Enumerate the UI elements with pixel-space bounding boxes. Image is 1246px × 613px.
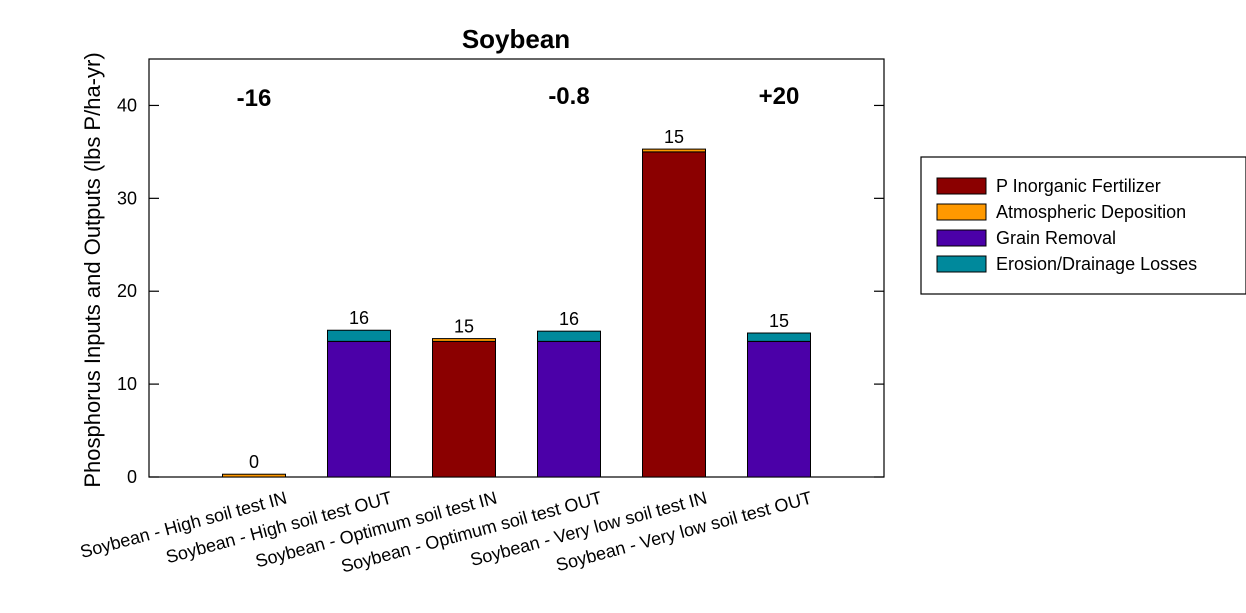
data-label: 15 bbox=[769, 311, 789, 331]
data-label: 0 bbox=[249, 452, 259, 472]
y-tick-label: 40 bbox=[117, 95, 137, 115]
y-axis-label: Phosphorus Inputs and Outputs (lbs P/ha-… bbox=[80, 52, 105, 487]
bar-segment bbox=[643, 152, 706, 477]
bar-segment bbox=[538, 341, 601, 477]
data-label: 16 bbox=[349, 308, 369, 328]
legend-swatch bbox=[937, 204, 986, 220]
legend-label: Erosion/Drainage Losses bbox=[996, 254, 1197, 274]
legend-label: Grain Removal bbox=[996, 228, 1116, 248]
bar-segment bbox=[223, 474, 286, 477]
bar-segment bbox=[643, 149, 706, 152]
legend-label: Atmospheric Deposition bbox=[996, 202, 1186, 222]
bars bbox=[223, 149, 811, 477]
chart-title: Soybean bbox=[462, 24, 570, 54]
legend-label: P Inorganic Fertilizer bbox=[996, 176, 1161, 196]
bar-segment bbox=[433, 339, 496, 342]
balance-label: -16 bbox=[237, 85, 272, 112]
data-label: 15 bbox=[664, 127, 684, 147]
data-label: 16 bbox=[559, 309, 579, 329]
bar-segment bbox=[328, 330, 391, 341]
balance-annotations: -16 -0.8 +20 bbox=[237, 83, 800, 112]
bar-segment bbox=[538, 331, 601, 341]
legend-swatch bbox=[937, 230, 986, 246]
balance-label: -0.8 bbox=[548, 83, 589, 110]
legend-swatch bbox=[937, 178, 986, 194]
y-tick-label: 30 bbox=[117, 188, 137, 208]
legend-swatch bbox=[937, 256, 986, 272]
legend: P Inorganic Fertilizer Atmospheric Deposi… bbox=[921, 157, 1246, 294]
y-tick-label: 0 bbox=[127, 467, 137, 487]
bar-segment bbox=[328, 341, 391, 477]
y-tick-label: 10 bbox=[117, 374, 137, 394]
bar-segment bbox=[748, 341, 811, 477]
balance-label: +20 bbox=[759, 83, 800, 110]
bar-segment bbox=[748, 333, 811, 341]
y-tick-label: 20 bbox=[117, 281, 137, 301]
bar-segment bbox=[433, 341, 496, 477]
data-label: 15 bbox=[454, 317, 474, 337]
